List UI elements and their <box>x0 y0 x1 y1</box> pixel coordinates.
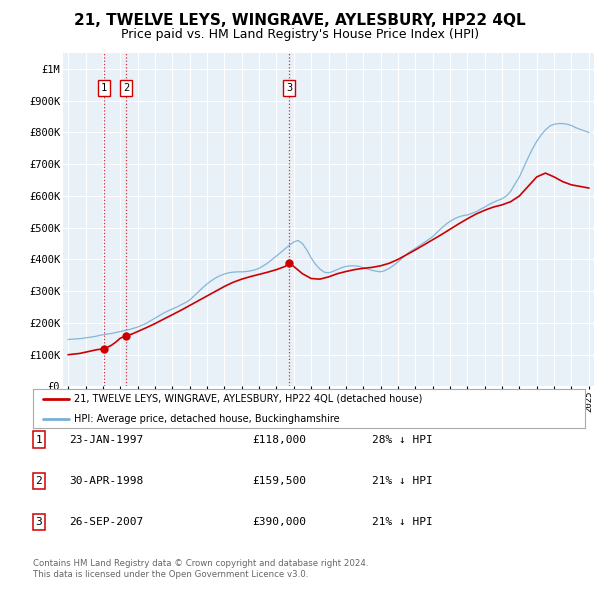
Text: 21, TWELVE LEYS, WINGRAVE, AYLESBURY, HP22 4QL (detached house): 21, TWELVE LEYS, WINGRAVE, AYLESBURY, HP… <box>74 394 423 404</box>
Text: 1: 1 <box>101 83 107 93</box>
Text: HPI: Average price, detached house, Buckinghamshire: HPI: Average price, detached house, Buck… <box>74 414 340 424</box>
Text: 21% ↓ HPI: 21% ↓ HPI <box>372 476 433 486</box>
Text: 28% ↓ HPI: 28% ↓ HPI <box>372 435 433 444</box>
Text: 21% ↓ HPI: 21% ↓ HPI <box>372 517 433 527</box>
Text: 3: 3 <box>286 83 292 93</box>
Text: 21, TWELVE LEYS, WINGRAVE, AYLESBURY, HP22 4QL: 21, TWELVE LEYS, WINGRAVE, AYLESBURY, HP… <box>74 13 526 28</box>
Text: £118,000: £118,000 <box>252 435 306 444</box>
Text: Contains HM Land Registry data © Crown copyright and database right 2024.: Contains HM Land Registry data © Crown c… <box>33 559 368 568</box>
Text: £390,000: £390,000 <box>252 517 306 527</box>
Text: 30-APR-1998: 30-APR-1998 <box>69 476 143 486</box>
Text: 1: 1 <box>35 435 43 444</box>
Text: £159,500: £159,500 <box>252 476 306 486</box>
Text: 2: 2 <box>123 83 129 93</box>
Text: 3: 3 <box>35 517 43 527</box>
Text: 23-JAN-1997: 23-JAN-1997 <box>69 435 143 444</box>
Text: 26-SEP-2007: 26-SEP-2007 <box>69 517 143 527</box>
Text: This data is licensed under the Open Government Licence v3.0.: This data is licensed under the Open Gov… <box>33 571 308 579</box>
Text: Price paid vs. HM Land Registry's House Price Index (HPI): Price paid vs. HM Land Registry's House … <box>121 28 479 41</box>
Text: 2: 2 <box>35 476 43 486</box>
